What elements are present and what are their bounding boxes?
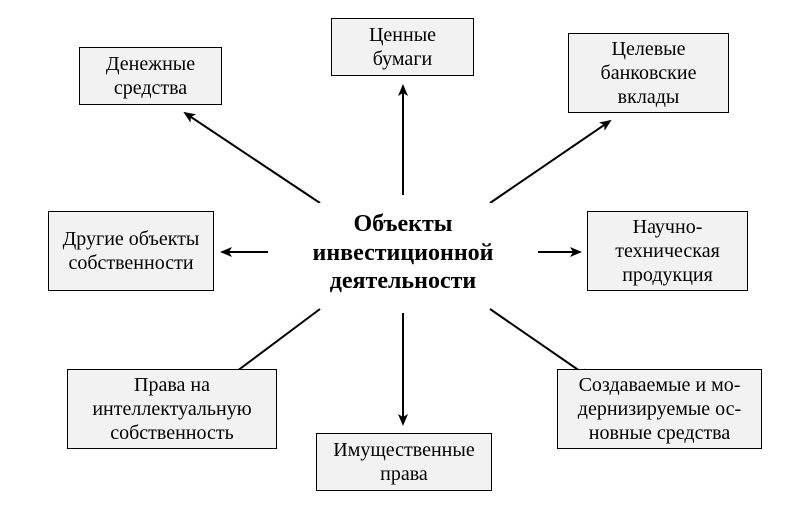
node-label: Денежные средства [86,52,215,100]
node-label: Имущественные права [323,438,485,486]
node-ip-rights: Права на интеллектуальную собственность [67,369,277,449]
node-label: Научно-техническая продукция [594,215,741,287]
edge-bank_deposits [490,121,610,203]
node-property-rights: Имущественные права [316,433,492,491]
node-bank-deposits: Целевые банковские вклады [568,33,729,113]
center-label: Объекты инвестиционной деятельности [284,210,522,296]
node-created-assets: Создаваемые и мо-дернизируемые ос-новные… [557,369,762,449]
node-label: Права на интеллектуальную собственность [74,373,270,445]
node-label: Целевые банковские вклады [575,37,722,109]
edge-created_assets [490,309,590,378]
diagram-canvas: Объекты инвестиционной деятельности Ценн… [0,0,811,521]
node-cash: Денежные средства [79,47,222,105]
node-securities: Ценные бумаги [331,18,474,76]
center-node: Объекты инвестиционной деятельности [278,203,528,303]
node-other-property: Другие объекты собственности [48,211,214,291]
node-label: Создаваемые и мо-дернизируемые ос-новные… [564,373,755,445]
node-scitech: Научно-техническая продукция [587,211,748,291]
node-label: Другие объекты собственности [55,227,207,275]
edge-cash [185,113,320,203]
node-label: Ценные бумаги [338,23,467,71]
